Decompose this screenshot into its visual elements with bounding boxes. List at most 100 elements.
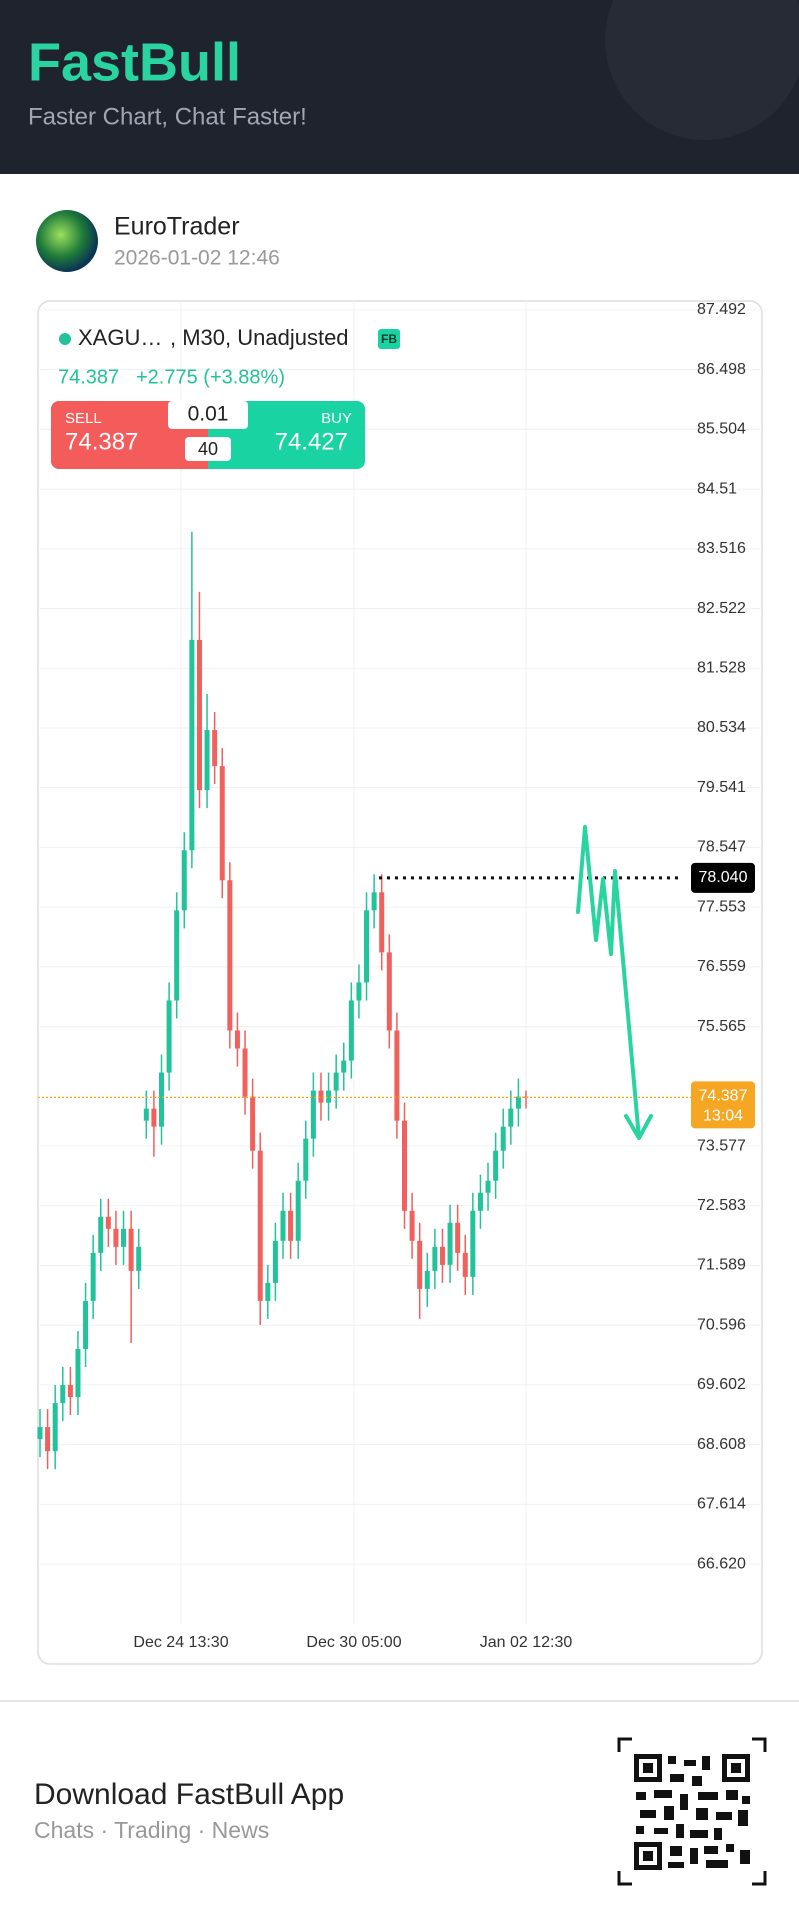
candle-body — [303, 1138, 309, 1181]
candle-body — [196, 639, 202, 791]
y-tick-label: 68.608 — [697, 1436, 746, 1453]
candle-body — [508, 1108, 514, 1127]
candle-body — [204, 730, 210, 791]
candle-body — [386, 952, 392, 1031]
candle-body — [341, 1060, 347, 1073]
y-tick-label: 77.553 — [697, 898, 746, 915]
drawn-arrow — [576, 825, 653, 1140]
legend: , M30, Unadjusted — [170, 325, 349, 350]
candle-body — [424, 1270, 430, 1289]
change: +2.775 (+3.88%) — [136, 366, 285, 388]
sell-label: SELL — [65, 410, 102, 427]
candle-body — [234, 1030, 240, 1049]
candle-body — [151, 1108, 157, 1127]
y-tick-label: 72.583 — [697, 1197, 746, 1214]
y-tick-label: 66.620 — [697, 1555, 746, 1572]
y-tick-label: 81.528 — [697, 659, 746, 676]
candle-body — [447, 1222, 453, 1265]
candle-body — [189, 639, 195, 851]
candle-body — [136, 1246, 142, 1271]
lot: 0.01 — [188, 403, 229, 426]
y-tick-label: 85.504 — [697, 421, 746, 438]
spread-box — [185, 437, 231, 461]
candle-body — [455, 1222, 461, 1253]
candle-body — [90, 1252, 96, 1301]
symbol: XAGU… — [78, 325, 162, 350]
candle-body — [402, 1120, 407, 1211]
qr-code[interactable] — [617, 1737, 767, 1886]
current-price-tag — [691, 1081, 755, 1129]
candle-body — [364, 910, 370, 983]
status-dot — [59, 333, 71, 345]
y-tick-label: 78.547 — [697, 839, 746, 856]
price-line-tag — [691, 862, 755, 893]
candle-body — [166, 1000, 172, 1073]
y-tick-label: 71.589 — [697, 1257, 746, 1274]
lot-box[interactable] — [168, 401, 248, 429]
y-tick-label: 86.498 — [697, 361, 746, 378]
y-tick-label: 67.614 — [697, 1496, 746, 1513]
buy-price: 74.427 — [275, 428, 348, 455]
brand-subtitle: Faster Chart, Chat Faster! — [28, 103, 307, 130]
y-tick-label: 70.596 — [697, 1316, 746, 1333]
candle-body — [60, 1385, 66, 1404]
candle-body — [310, 1090, 316, 1139]
candle-body — [348, 1000, 354, 1061]
header-decor — [605, 0, 799, 140]
candle-body — [318, 1090, 324, 1103]
author[interactable]: EuroTrader — [114, 213, 240, 241]
y-tick-label: 82.522 — [697, 600, 746, 617]
last-price: 74.387 — [58, 366, 119, 388]
buy-label: BUY — [321, 410, 352, 427]
current-timer: 13:04 — [703, 1108, 743, 1125]
candle-body — [45, 1427, 51, 1452]
y-tick-label: 87.492 — [697, 301, 746, 318]
brand-title: FastBull — [28, 32, 241, 92]
sell-price: 74.387 — [65, 428, 138, 455]
plot: Dec 24 13:30 Dec 30 05:00 Jan 02 12:30 87.4… — [37, 301, 762, 1651]
candle-body — [143, 1108, 149, 1121]
price-line-label: 78.040 — [699, 869, 748, 886]
candle-body — [379, 892, 385, 953]
post-time: 2026-01-02 12:46 — [114, 247, 280, 270]
y-tick-label: 75.565 — [697, 1018, 746, 1035]
candle-body — [67, 1385, 73, 1398]
candle-body — [227, 880, 233, 1031]
candle-body — [105, 1216, 111, 1229]
candle-body — [159, 1072, 164, 1127]
badge-bg — [378, 329, 400, 349]
candle-body — [128, 1228, 134, 1271]
y-tick-label: 84.51 — [697, 480, 737, 497]
candle-body — [113, 1228, 119, 1247]
footer-subtitle: Chats · Trading · News — [34, 1817, 269, 1843]
footer-title[interactable]: Download FastBull App — [34, 1778, 344, 1811]
candle-body — [515, 1096, 521, 1109]
x-tick-label: Jan 02 12:30 — [480, 1634, 573, 1651]
candle-body — [52, 1403, 58, 1452]
candle-body — [409, 1210, 415, 1241]
current-price-label: 74.387 — [699, 1088, 748, 1105]
y-tick-label: 79.541 — [697, 779, 746, 796]
candle-body — [326, 1090, 332, 1103]
candle-body — [462, 1252, 468, 1277]
candle-body — [432, 1246, 438, 1271]
y-tick-label: 80.534 — [697, 719, 746, 736]
candle-body — [257, 1150, 263, 1301]
candle-body — [485, 1180, 491, 1193]
candle-body — [265, 1282, 271, 1301]
y-tick-label: 73.577 — [697, 1137, 746, 1154]
candle-body — [439, 1246, 445, 1265]
candle-body — [493, 1150, 499, 1181]
candle-body — [98, 1216, 104, 1253]
x-tick-label: Dec 30 05:00 — [306, 1634, 401, 1651]
x-tick-label: Dec 24 13:30 — [133, 1634, 228, 1651]
avatar[interactable] — [36, 210, 98, 272]
candle-body — [242, 1048, 248, 1097]
y-tick-label: 76.559 — [697, 958, 746, 975]
candle-body — [37, 1427, 43, 1440]
candle-body — [83, 1300, 89, 1349]
candle-body — [356, 982, 362, 1001]
candle-body — [272, 1240, 278, 1283]
candle-body — [181, 850, 187, 911]
